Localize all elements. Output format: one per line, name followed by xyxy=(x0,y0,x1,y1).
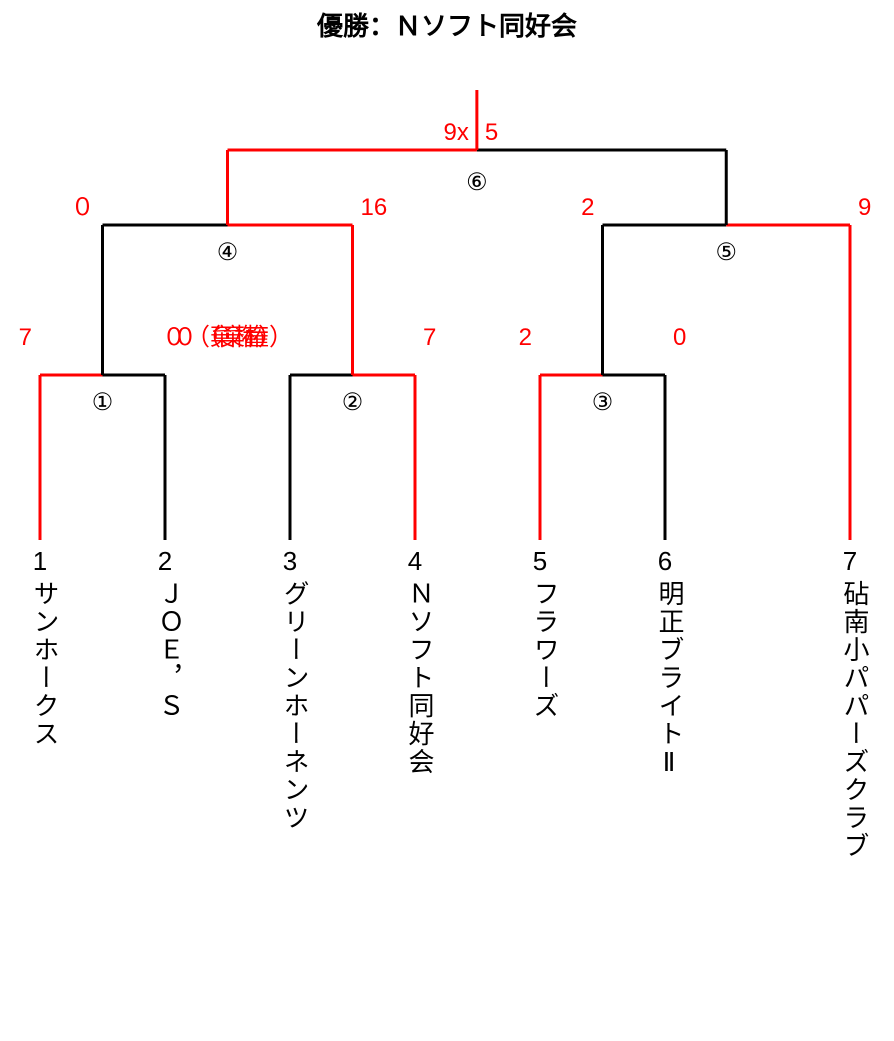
team-number-7: 7 xyxy=(843,546,857,576)
team-name-2: ＪＯＥ，Ｓ xyxy=(152,580,189,720)
team-number-1: 1 xyxy=(33,546,47,576)
team-name-6: 明正ブライトⅡ xyxy=(652,580,689,780)
score: 7 xyxy=(423,324,436,351)
match-label: ⑥ xyxy=(466,169,488,196)
match-label: ② xyxy=(342,389,364,416)
match-label: ⑤ xyxy=(715,239,737,266)
title: 優勝：Ｎソフト同好会 xyxy=(316,11,577,41)
team-name-3: グリーンホーネンツ xyxy=(277,580,314,832)
team-name-4: Ｎソフト同好会 xyxy=(402,580,439,776)
team-number-3: 3 xyxy=(283,546,297,576)
team-number-4: 4 xyxy=(408,546,422,576)
score: 7 xyxy=(19,324,32,351)
team-name-5: フラワーズ xyxy=(527,580,564,720)
match-label: ① xyxy=(92,389,114,416)
bracket-diagram: 優勝：Ｎソフト同好会1234567①7０（棄権）②０（棄権）7③20④０16⑤2… xyxy=(0,0,894,1041)
score: ０（棄権） xyxy=(162,324,282,351)
score: 0 xyxy=(673,324,686,351)
team-number-5: 5 xyxy=(533,546,547,576)
score: 2 xyxy=(519,324,532,351)
team-name-7: 砧南小パパーズクラブ xyxy=(837,580,874,860)
score: 5 xyxy=(485,119,498,146)
team-number-2: 2 xyxy=(158,546,172,576)
score: 16 xyxy=(361,194,388,221)
score: 2 xyxy=(581,194,594,221)
team-number-6: 6 xyxy=(658,546,672,576)
match-label: ④ xyxy=(217,239,239,266)
score: ０ xyxy=(71,194,95,221)
match-label: ③ xyxy=(592,389,614,416)
team-name-1: サンホークス xyxy=(27,580,64,748)
score: 9x xyxy=(444,119,469,146)
score: 9 xyxy=(858,194,871,221)
